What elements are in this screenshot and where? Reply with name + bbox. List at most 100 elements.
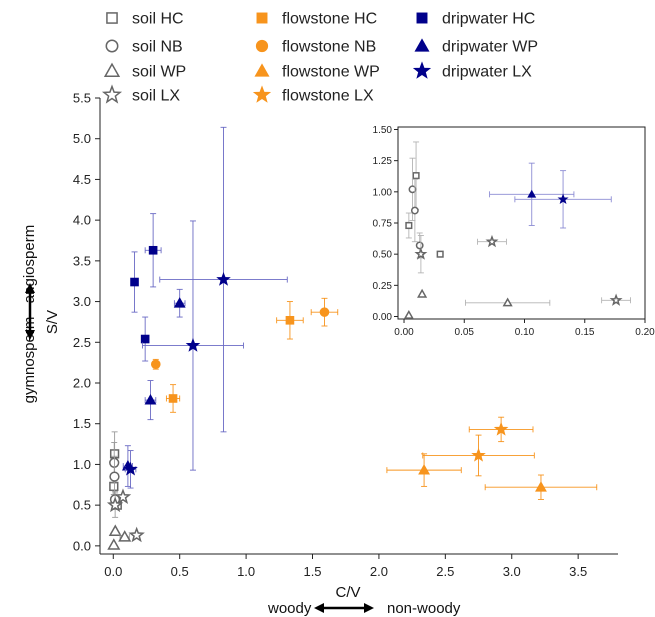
series-dripwater-hc [130,213,162,362]
data-point-soil-nb [410,206,419,215]
x-tick-label: 1.5 [303,564,321,579]
data-point-dripwater-hc [130,277,139,287]
legend-label-soil-nb: soil NB [132,39,183,56]
x-tick-label: 3.5 [569,564,587,579]
series-flowstone-hc [165,301,304,413]
main-plot-area [106,126,598,550]
inset-frame [397,126,646,320]
legend-marker-soil-lx [101,84,123,104]
legend-marker-soil-hc [106,12,118,24]
legend-marker-dripwater-wp [414,38,430,52]
legend-label-flowstone-wp: flowstone WP [282,64,380,81]
legend-marker-flowstone-hc [256,12,268,24]
data-point-dripwater-wp [144,394,157,405]
data-point-soil-hc [412,172,420,180]
data-point-dripwater-hc [140,334,150,344]
series-soil-lx [106,488,145,543]
y-tick-label: 3.5 [73,253,91,268]
series-flowstone-nb [150,297,339,370]
data-point-soil-wp [107,538,121,550]
y-tick-label: 2.5 [73,335,91,350]
data-point-dripwater-lx [557,193,569,205]
legend-item-dripwater-lx: dripwater LX [412,61,532,81]
y-annotation-top: angiosperm [21,225,38,303]
data-point-flowstone-lx [471,447,486,462]
data-point-dripwater-wp [173,297,186,308]
legend-item-soil-hc: soil HC [106,11,184,28]
data-point-soil-hc [405,221,413,230]
legend-label-flowstone-hc: flowstone HC [282,11,377,28]
series-soil-wp [107,524,132,550]
legend-marker-flowstone-lx [252,85,272,103]
series-dripwater-wp [121,288,186,487]
data-point-dripwater-lx [185,337,201,352]
legend-marker-soil-wp [103,62,121,77]
legend-label-flowstone-lx: flowstone LX [282,88,374,105]
y-tick-label: 3.0 [73,294,91,309]
x-tick-label: 0.5 [171,564,189,579]
legend-item-soil-lx: soil LX [101,84,180,105]
legend-marker-dripwater-hc [416,12,428,24]
data-point-soil-nb [109,471,120,482]
y-tick-label: 0.0 [73,538,91,553]
y-annotation-bottom: gymnosperm [21,317,38,404]
legend-item-soil-wp: soil WP [103,62,186,81]
data-point-soil-wp [417,288,428,298]
x-tick-label: 2.5 [436,564,454,579]
inset-y-tick-label: 1.50 [373,125,393,136]
data-point-flowstone-wp [535,481,547,492]
data-point-soil-wp [403,309,414,319]
inset-ticks: 0.00 0.05 0.10 0.15 0.20 0.00 0.25 0.50 0.75 1.00… [373,125,655,338]
series-dripwater-lx [514,170,612,229]
data-point-flowstone-hc [285,315,295,325]
data-point-flowstone-nb [150,359,161,370]
inset-x-tick-label: 0.20 [635,327,655,338]
x-tick-label: 3.0 [503,564,521,579]
legend-item-dripwater-hc: dripwater HC [416,11,535,28]
y-tick-label: 4.5 [73,172,91,187]
x-axis-title: C/V [335,584,360,601]
data-point-flowstone-lx [493,421,509,436]
y-tick-label: 2.0 [73,376,91,391]
series-dripwater-lx [123,126,288,489]
data-point-soil-lx [106,496,124,513]
legend-label-soil-lx: soil LX [132,88,180,105]
inset-y-tick-label: 0.75 [373,219,393,230]
legend-item-flowstone-wp: flowstone WP [254,63,380,81]
inset-x-tick-label: 0.00 [394,327,414,338]
data-point-dripwater-hc [148,245,158,255]
legend-marker-dripwater-lx [412,61,432,79]
y-tick-label: 5.5 [73,91,91,106]
y-axis-title: S/V [44,310,61,334]
inset-x-tick-label: 0.15 [575,327,595,338]
x-annotation-left: woody [267,600,312,617]
legend-item-flowstone-lx: flowstone LX [252,85,374,105]
legend-label-dripwater-wp: dripwater WP [442,39,538,56]
data-point-flowstone-hc [168,394,178,403]
main-axes [99,98,618,555]
data-point-soil-hc [109,481,119,492]
data-point-soil-lx [414,247,428,260]
inset-y-tick-label: 0.50 [373,250,393,261]
legend-label-soil-hc: soil HC [132,11,184,28]
data-point-flowstone-nb [319,307,330,317]
inset-plot-area [403,141,631,319]
series-flowstone-wp [386,453,598,500]
series-flowstone-lx [422,416,535,477]
legend-label-dripwater-lx: dripwater LX [442,64,532,81]
y-tick-label: 1.0 [73,457,91,472]
series-soil-wp [403,288,551,319]
x-tick-label: 2.0 [370,564,388,579]
legend-label-soil-wp: soil WP [132,64,186,81]
data-point-soil-lx [609,293,623,306]
data-point-flowstone-wp [418,464,431,475]
data-point-soil-hc [436,250,444,258]
inset-y-tick-label: 0.25 [373,281,393,292]
legend-label-flowstone-nb: flowstone NB [282,39,376,56]
inset-plot [397,126,646,320]
inset-y-tick-label: 1.25 [373,156,393,167]
inset-y-tick-label: 1.00 [373,187,393,198]
x-annotation-right: non-woody [387,600,461,617]
main-ticks: 0.0 0.5 1.0 1.5 2.0 2.5 3.0 3.5 0.0 0.5 1.0 1.5 2.0 2… [73,91,587,580]
